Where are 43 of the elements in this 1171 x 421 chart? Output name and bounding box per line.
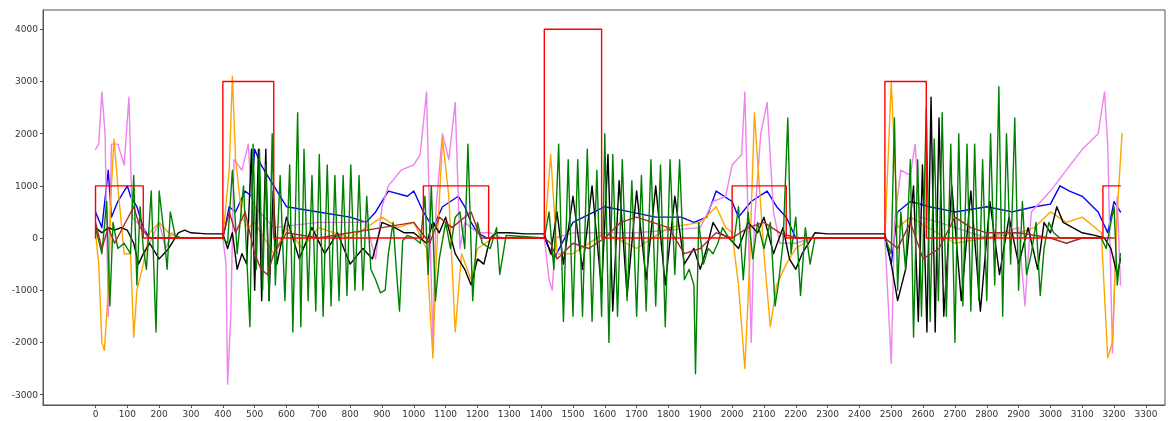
x-tick-label: 0 [92, 408, 99, 419]
x-tick-label: 1300 [497, 408, 522, 419]
x-tick-label: 2500 [879, 408, 903, 419]
x-tick-label: 1400 [529, 408, 553, 419]
x-tick-label: 600 [277, 408, 296, 419]
x-tick-label: 2400 [847, 408, 872, 419]
x-tick-label: 1600 [593, 408, 617, 419]
x-tick-label: 1500 [561, 408, 585, 419]
x-tick-label: 1800 [657, 408, 681, 419]
x-tick-label: 1000 [402, 408, 426, 419]
x-tick-label: 2900 [1007, 408, 1031, 419]
x-tick-label: 2300 [816, 408, 840, 419]
x-tick-label: 100 [118, 408, 137, 419]
x-tick-label: 2800 [975, 408, 999, 419]
x-tick-label: 3000 [1038, 408, 1063, 419]
x-tick-label: 500 [246, 408, 264, 419]
x-tick-label: 3200 [1102, 408, 1126, 419]
line-series [94, 28, 1122, 239]
x-tick-label: 1200 [466, 408, 490, 419]
x-tick-label: 800 [341, 408, 360, 419]
y-tick-label: -1000 [11, 285, 39, 296]
x-tick-label: 2000 [720, 408, 744, 419]
y-tick-label: 4000 [15, 24, 39, 35]
x-tick-label: 3100 [1070, 408, 1094, 419]
y-tick-label: 3000 [15, 76, 39, 87]
y-tick-label: 2000 [15, 128, 39, 139]
y-tick-label: -2000 [11, 337, 39, 348]
x-tick-label: 900 [373, 408, 391, 419]
x-tick-label: 2200 [784, 408, 808, 419]
x-tick-label: 1700 [625, 408, 649, 419]
x-tick-label: 300 [182, 408, 200, 419]
x-tick-label: 400 [214, 408, 232, 419]
x-tick-label: 2700 [943, 408, 967, 419]
x-tick-label: 2100 [752, 408, 776, 419]
y-tick-label: 1000 [15, 180, 39, 191]
x-tick-label: 1900 [688, 408, 713, 419]
x-tick-label: 200 [150, 408, 169, 419]
y-tick-label: 0 [32, 233, 39, 244]
x-tick-label: 3300 [1134, 408, 1158, 419]
x-tick-label: 2600 [911, 408, 935, 419]
x-tick-label: 700 [309, 408, 328, 419]
y-tick-label: -3000 [11, 389, 39, 400]
x-tick-label: 1100 [434, 408, 458, 419]
